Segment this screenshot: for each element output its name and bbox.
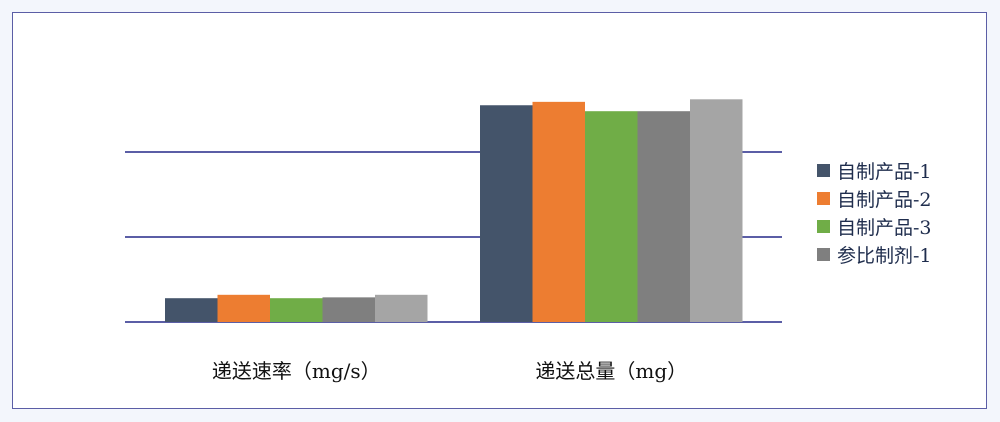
- bar-series-1-cat-2: [480, 105, 533, 322]
- bar-series-4-cat-1: [322, 297, 375, 322]
- legend-item: 自制产品-1: [817, 157, 932, 183]
- legend-label: 自制产品-1: [837, 160, 932, 183]
- bar-series-1-cat-1: [165, 298, 218, 322]
- legend-swatch: [817, 163, 830, 177]
- bar-series-2-cat-1: [217, 294, 270, 322]
- legend-item: 自制产品-2: [817, 185, 932, 211]
- category-label: 递送速率（mg/s）: [211, 359, 381, 383]
- legend-swatch: [817, 219, 830, 233]
- bar-series-2-cat-2: [532, 101, 585, 322]
- bar-series-5-cat-1: [375, 294, 428, 322]
- bar-series-5-cat-2: [690, 99, 743, 322]
- legend-label: 自制产品-3: [837, 216, 932, 239]
- category-label: 递送总量（mg）: [535, 359, 688, 383]
- legend-swatch: [817, 247, 830, 261]
- legend-label: 自制产品-2: [837, 188, 932, 211]
- bar-series-3-cat-1: [270, 298, 323, 322]
- legend-swatch: [817, 191, 830, 205]
- bar-series-4-cat-2: [637, 111, 690, 322]
- bar-series-3-cat-2: [585, 111, 638, 322]
- legend-label: 参比制剂-1: [837, 244, 932, 267]
- legend-item: 参比制剂-1: [817, 241, 932, 267]
- legend-item: 自制产品-3: [817, 213, 932, 239]
